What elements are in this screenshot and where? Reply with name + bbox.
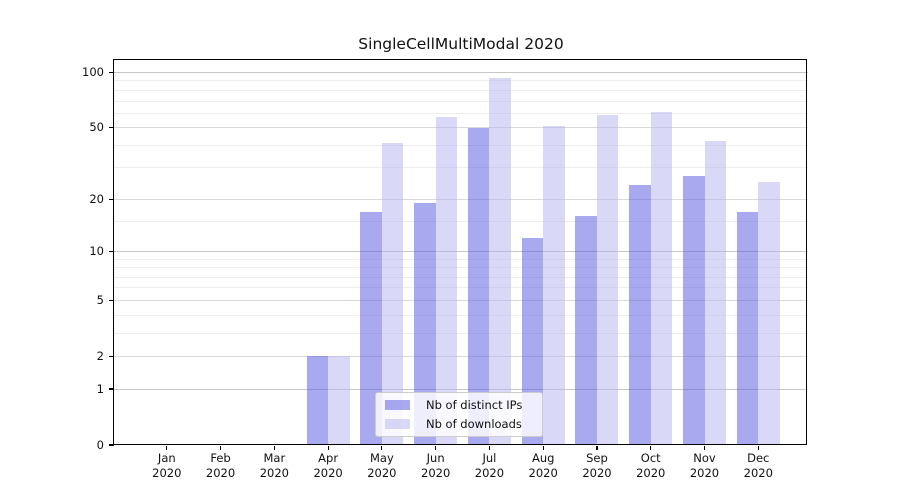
bar-distinct-ips [629,185,651,445]
legend-item: Nb of downloads [385,417,542,431]
bar-distinct-ips [360,211,382,445]
x-axis-tick [488,445,490,450]
x-axis-tick [166,445,168,450]
minor-gridline [114,80,808,82]
y-axis-tick-label: 1 [96,381,104,396]
y-axis-tick [108,250,114,253]
x-axis-tick-label: Mar 2020 [259,451,289,480]
y-axis-tick [108,444,114,446]
y-axis-tick-label: 10 [89,243,104,258]
chart-title: SingleCellMultiModal 2020 [358,35,564,53]
major-gridline [114,355,808,357]
minor-gridline [114,220,808,222]
x-axis-tick [703,445,706,450]
bar-distinct-ips [306,356,329,445]
x-axis-tick [219,445,222,450]
y-axis-tick-label: 100 [82,65,104,80]
x-axis-tick-label: Jun 2020 [421,451,451,480]
bar-downloads [650,111,673,445]
major-gridline [114,127,808,129]
bar-downloads [758,182,780,445]
x-axis-tick [435,445,437,450]
y-axis-tick [108,388,114,390]
major-gridline [114,299,808,301]
x-axis-tick-label: Nov 2020 [689,451,720,480]
major-gridline [114,250,808,252]
y-axis-tick [108,198,114,200]
y-axis-tick [108,355,114,357]
legend-label: Nb of distinct IPs [426,398,523,412]
y-axis-tick-label: 20 [89,191,104,206]
x-axis-tick [542,445,544,450]
bar-distinct-ips [736,211,759,445]
x-axis-tick [596,445,598,450]
y-axis-tick-label: 50 [89,120,104,135]
minor-gridline [114,258,808,260]
bar-downloads [435,117,458,445]
legend-swatch [385,419,410,429]
x-axis-tick-label: Aug 2020 [528,451,558,480]
minor-gridline [114,100,808,102]
minor-gridline [114,267,808,269]
legend-swatch [385,400,410,410]
x-axis-tick-label: Oct 2020 [636,451,666,480]
major-gridline [114,388,808,390]
legend-item: Nb of distinct IPs [385,398,542,412]
bar-downloads [489,77,511,445]
x-axis-tick-label: May 2020 [367,451,397,480]
y-axis-tick-label: 0 [96,437,104,452]
y-axis-tick-label: 5 [96,292,104,307]
bar-downloads [328,356,350,445]
minor-gridline [114,144,808,146]
x-axis-tick [757,445,759,450]
minor-gridline [114,332,808,334]
bar-distinct-ips [414,203,436,445]
bar-distinct-ips [683,176,705,445]
minor-gridline [114,89,808,91]
bar-distinct-ips [467,127,490,445]
legend-label: Nb of downloads [426,417,522,431]
x-axis-tick-label: Jan 2020 [152,451,182,480]
x-axis-tick [273,445,275,450]
x-axis-tick [650,445,652,450]
legend: Nb of distinct IPs Nb of downloads [375,392,543,437]
x-axis-tick-label: Feb 2020 [205,451,236,480]
minor-gridline [114,167,808,169]
x-axis-tick-label: Dec 2020 [743,451,773,480]
y-axis-tick-label: 2 [96,348,104,363]
bar-downloads [381,143,404,445]
minor-gridline [114,276,808,278]
minor-gridline [114,287,808,289]
bar-downloads [704,141,726,445]
x-axis-tick [381,445,383,450]
minor-gridline [114,112,808,114]
y-axis-tick [108,71,114,74]
bar-downloads [543,126,565,445]
minor-gridline [114,314,808,316]
y-axis-tick [108,299,114,301]
bar-distinct-ips [575,216,597,445]
major-gridline [114,72,808,74]
x-axis-tick-label: Apr 2020 [313,451,343,480]
y-axis-tick [108,127,114,129]
x-axis-tick-label: Jul 2020 [474,451,505,480]
x-axis-tick [327,445,329,450]
major-gridline [114,198,808,200]
bar-downloads [596,114,619,445]
x-axis-tick-label: Sep 2020 [582,451,612,480]
